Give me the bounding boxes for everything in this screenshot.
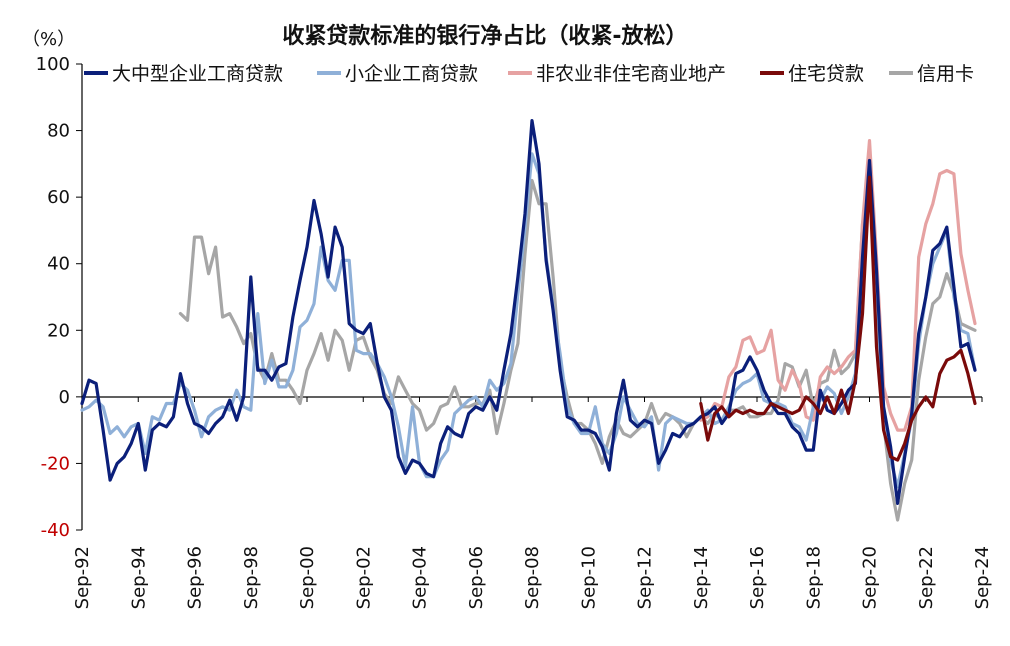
x-tick-label: Sep-06 — [466, 546, 487, 609]
series-line-1 — [80, 152, 977, 489]
x-tick-label: Sep-08 — [522, 546, 543, 609]
y-tick-label: 80 — [47, 121, 70, 142]
y-tick-label: -20 — [41, 453, 70, 474]
x-tick-label: Sep-24 — [972, 546, 993, 609]
legend-label-4: 信用卡 — [917, 63, 974, 85]
x-tick-label: Sep-94 — [128, 546, 149, 609]
x-tick-label: Sep-22 — [916, 546, 937, 609]
y-tick-label: 40 — [47, 254, 70, 275]
y-tick-label: 0 — [59, 387, 70, 408]
x-tick-label: Sep-10 — [578, 546, 599, 609]
series-line-0 — [80, 119, 977, 505]
chart-title: 收紧贷款标准的银行净占比（收紧-放松） — [282, 23, 687, 49]
axis-layer: -40 -20 0 20 40 60 80 100 Sep-92 Sep-94 Sep-96 Sep-… — [36, 54, 993, 609]
y-axis-unit: （%） — [22, 29, 75, 50]
y-tick-label: 20 — [47, 320, 70, 341]
x-tick-label: Sep-92 — [72, 546, 93, 609]
series-line-2 — [699, 139, 977, 432]
x-tick-label: Sep-16 — [747, 546, 768, 609]
legend: 大中型企业工商贷款 小企业工商贷款 非农业非住宅商业地产 住宅贷款 信用卡 — [84, 63, 974, 85]
series-layer — [80, 119, 977, 522]
series-line-3 — [699, 175, 977, 462]
x-tick-label: Sep-18 — [803, 546, 824, 609]
legend-label-1: 小企业工商贷款 — [345, 63, 478, 85]
x-tick-label: Sep-20 — [860, 546, 881, 609]
legend-label-2: 非农业非住宅商业地产 — [536, 63, 726, 85]
x-tick-label: Sep-98 — [241, 546, 262, 609]
x-tick-label: Sep-02 — [353, 546, 374, 609]
x-tick-label: Sep-14 — [691, 546, 712, 609]
x-tick-label: Sep-12 — [635, 546, 656, 609]
y-tick-label: 100 — [36, 54, 70, 75]
legend-label-3: 住宅贷款 — [788, 63, 864, 85]
y-tick-label: 60 — [47, 187, 70, 208]
y-tick-label: -40 — [41, 520, 70, 541]
x-tick-label: Sep-04 — [410, 546, 431, 609]
x-tick-label: Sep-00 — [297, 546, 318, 609]
legend-label-0: 大中型企业工商贷款 — [112, 63, 283, 85]
x-tick-label: Sep-96 — [185, 546, 206, 609]
